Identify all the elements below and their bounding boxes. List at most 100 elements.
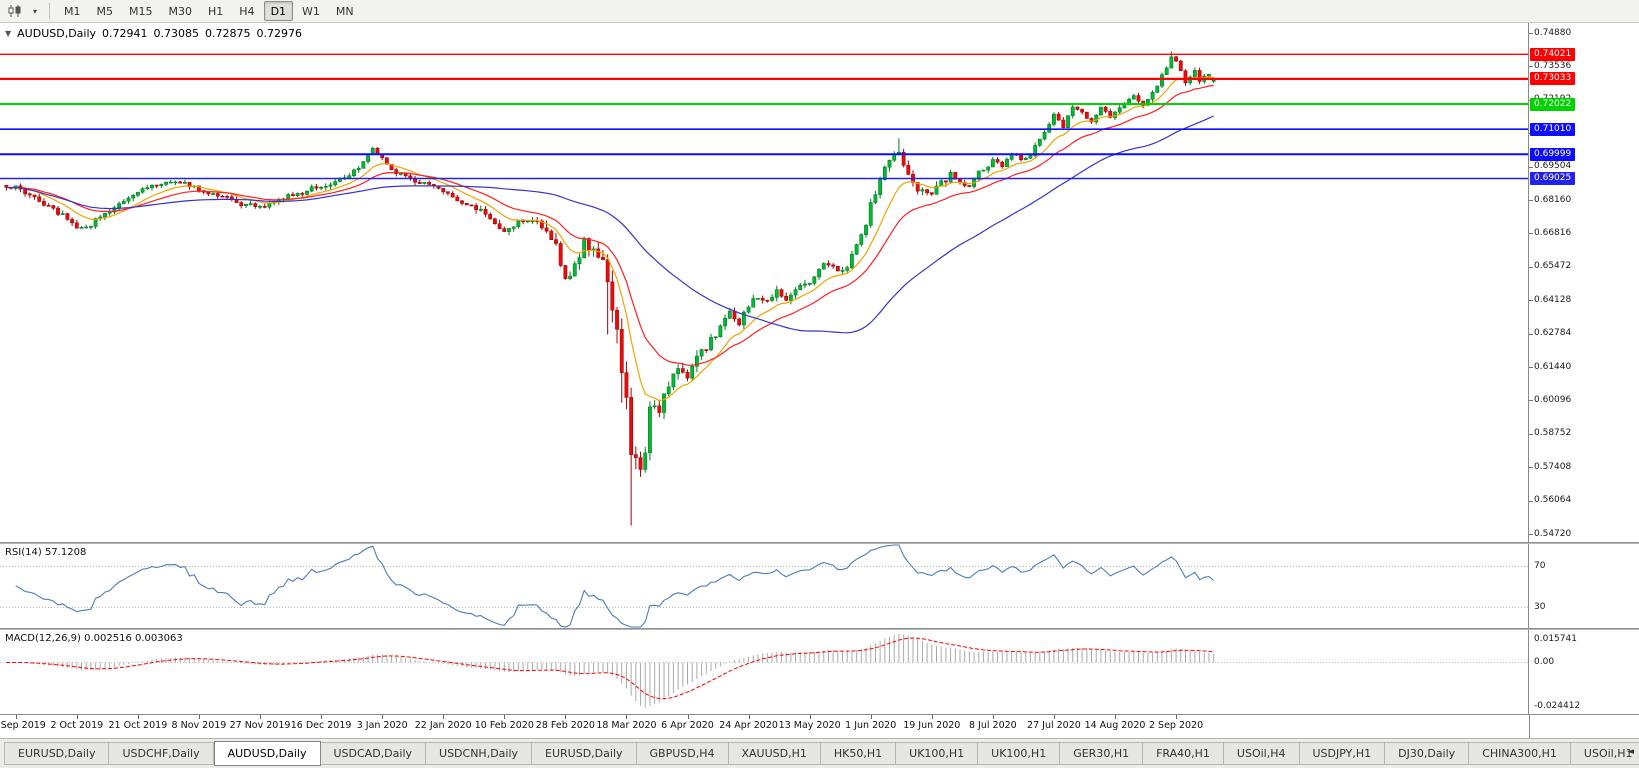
price-axis-tick [1529, 467, 1533, 469]
time-axis-tick [321, 715, 323, 719]
time-axis-tick [260, 715, 262, 719]
macd-histogram [10, 633, 1215, 708]
time-axis-label: 24 Apr 2020 [719, 720, 778, 731]
price-level-badge: 0.72022 [1530, 97, 1576, 111]
time-axis-tick [931, 715, 933, 719]
timeframe-button-h1[interactable]: H1 [208, 4, 224, 18]
pane-splitter-rsi[interactable] [0, 542, 1639, 544]
price-axis-label: 0.66816 [1534, 227, 1572, 238]
pane-splitter-macd[interactable] [0, 628, 1639, 630]
chart-tab[interactable]: USDJPY,H1 [1299, 742, 1386, 765]
time-axis-tick [626, 715, 628, 719]
rsi-axis-label: 30 [1534, 602, 1546, 612]
chart-tab[interactable]: EURUSD,Daily [532, 742, 637, 765]
time-axis-label: 22 Jan 2020 [414, 720, 472, 731]
macd-axis-label: 0.00 [1534, 657, 1555, 668]
chart-tab[interactable]: HK50,H1 [820, 742, 897, 765]
time-axis-tick [15, 715, 17, 719]
chart-tab[interactable]: USDCNH,Daily [426, 742, 533, 765]
chart-symbol-period: AUDUSD,Daily [17, 27, 97, 40]
time-axis-tick [992, 715, 994, 719]
timeframe-button-d1[interactable]: D1 [263, 1, 294, 21]
macd-axis[interactable]: 0.015741 0.00 -0.024412 [1528, 630, 1639, 714]
timeframe-button-h4[interactable]: H4 [239, 4, 255, 18]
chart-tab[interactable]: EURUSD,Daily [4, 742, 110, 765]
price-axis-tick [1529, 400, 1533, 402]
time-axis-label: 27 Nov 2019 [229, 720, 291, 731]
toolbar-separator [49, 3, 50, 19]
macd-canvas[interactable] [0, 630, 1529, 714]
chart-tab[interactable]: GBPUSD,H4 [636, 742, 729, 765]
price-axis-label: 0.58752 [1534, 428, 1572, 439]
time-axis-label: 18 Mar 2020 [596, 720, 657, 731]
time-axis-label: 16 Dec 2019 [290, 720, 352, 731]
time-axis-tick [1176, 715, 1178, 719]
rsi-line [15, 544, 1215, 628]
ma-fast-line [6, 76, 1214, 402]
price-axis-label: 0.60096 [1534, 394, 1572, 405]
chart-tab[interactable]: AUDUSD,Daily [213, 741, 321, 766]
price-axis-label: 0.56064 [1534, 495, 1572, 506]
collapse-icon[interactable]: ▼ [5, 28, 12, 38]
time-axis-label: 2 Sep 2020 [1148, 720, 1204, 731]
timeframe-button-m15[interactable]: M15 [129, 4, 153, 18]
chart-tab[interactable]: DJ30,Daily [1385, 742, 1470, 765]
chart-tab[interactable]: UK100,H1 [896, 742, 979, 765]
price-axis-tick [1529, 333, 1533, 335]
chart-tab[interactable]: UK100,H1 [978, 742, 1061, 765]
price-axis-tick [1529, 33, 1533, 34]
time-axis-corner [1529, 715, 1639, 738]
price-axis-label: 0.73536 [1534, 60, 1572, 71]
time-axis-label: 1 Jun 2020 [845, 720, 897, 731]
time-axis-label: 19 Jun 2020 [903, 720, 961, 731]
ohlc-close: 0.72976 [256, 27, 303, 40]
chart-tab[interactable]: USDCAD,Daily [320, 742, 427, 765]
chart-tab[interactable]: USOil,H1 [1570, 742, 1639, 765]
timeframe-button-mn[interactable]: MN [335, 4, 354, 18]
chart-tab[interactable]: USDCHF,Daily [109, 742, 214, 765]
price-axis-tick [1529, 200, 1533, 201]
time-axis-label: 27 Jul 2020 [1027, 720, 1081, 731]
chart-tab[interactable]: XAUUSD,H1 [728, 742, 821, 765]
time-axis-label: 8 Jul 2020 [968, 720, 1017, 731]
chart-tab[interactable]: CHINA300,H1 [1469, 742, 1571, 765]
time-axis-tick [504, 715, 506, 719]
timeframe-button-m1[interactable]: M1 [64, 4, 81, 18]
chart-type-dropdown-icon[interactable]: ▾ [32, 6, 37, 16]
timeframe-button-m30[interactable]: M30 [168, 4, 193, 18]
price-level-badge: 0.71010 [1530, 122, 1576, 136]
price-axis-label: 0.65472 [1534, 261, 1572, 272]
rsi-canvas[interactable] [0, 544, 1529, 628]
chart-tab[interactable]: FRA40,H1 [1143, 742, 1224, 765]
timeframe-button-w1[interactable]: W1 [302, 4, 320, 18]
chart-tab[interactable]: USOil,H4 [1223, 742, 1300, 765]
price-axis-label: 0.68160 [1534, 194, 1572, 205]
time-axis-label: 14 Aug 2020 [1084, 720, 1146, 731]
chart-tab[interactable]: GER30,H1 [1060, 742, 1144, 765]
price-axis-label: 0.62784 [1534, 328, 1572, 339]
macd-label: MACD(12,26,9) 0.002516 0.003063 [5, 633, 183, 644]
price-level-badge: 0.69999 [1530, 147, 1576, 161]
chart-tabs-bar: EURUSD,Daily USDCHF,Daily AUDUSD,Daily USDC… [0, 738, 1639, 768]
rsi-axis[interactable]: 70 30 [1528, 544, 1639, 628]
price-axis-label: 0.69504 [1534, 161, 1572, 172]
price-axis-tick [1529, 300, 1533, 302]
chart-type-icon[interactable] [4, 1, 26, 21]
time-axis-label: 13 May 2020 [778, 720, 841, 731]
time-axis-label: 3 Jan 2020 [356, 720, 408, 731]
chart-title: ▼ AUDUSD,Daily 0.72941 0.73085 0.72875 0… [5, 27, 302, 40]
tab-scroll-left-icon[interactable]: ◄ [1627, 747, 1634, 757]
time-axis-label: 10 Feb 2020 [474, 720, 534, 731]
macd-axis-label: 0.015741 [1534, 634, 1577, 644]
price-axis-tick [1529, 233, 1533, 235]
price-axis[interactable]: 0.748800.735360.721920.708480.695040.681… [1528, 23, 1639, 542]
top-toolbar: ▾ M1 M5 M15 M30 H1 H4 D1 W1 MN [0, 0, 1639, 23]
time-axis-tick [76, 715, 78, 719]
price-chart-canvas[interactable] [0, 23, 1529, 542]
time-axis-tick [687, 715, 689, 719]
price-axis-label: 0.74880 [1534, 27, 1572, 38]
timeframe-button-m5[interactable]: M5 [96, 4, 114, 18]
rsi-indicator-pane: 70 30 RSI(14) 57.1208 [0, 544, 1639, 628]
